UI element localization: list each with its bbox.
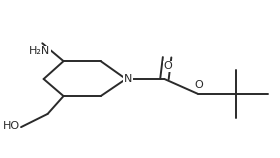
Text: H₂N: H₂N xyxy=(29,46,50,56)
Text: O: O xyxy=(194,80,203,90)
Text: O: O xyxy=(164,61,172,71)
Text: HO: HO xyxy=(3,121,20,131)
Text: N: N xyxy=(124,74,132,84)
